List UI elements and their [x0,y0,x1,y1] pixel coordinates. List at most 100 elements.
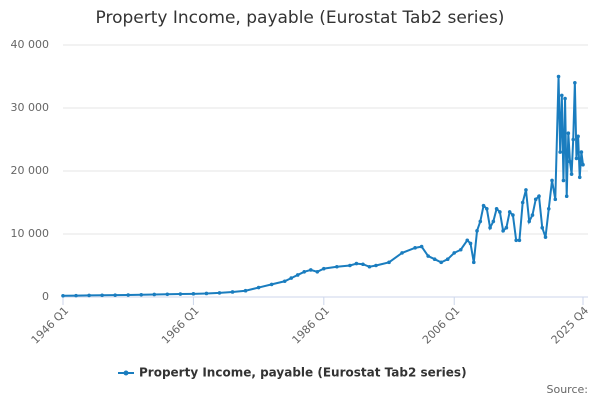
source: Source: [547,383,589,396]
point [563,96,567,101]
point [152,292,157,297]
point [514,238,518,243]
x-tick-label: 1946 Q1 [29,304,72,347]
point [488,225,492,230]
point [560,93,564,98]
point [577,175,582,180]
point [432,257,437,262]
point [400,251,404,255]
point [465,238,470,243]
point [315,270,320,274]
point [426,254,430,258]
point [501,229,505,233]
point [471,260,476,265]
point [494,207,499,211]
point [204,291,209,296]
point [579,150,584,154]
point [553,197,558,202]
point [354,261,359,266]
legend-item[interactable]: Property Income, payable (Eurostat Tab2 … [118,366,467,380]
point [217,291,222,295]
point [573,81,577,85]
point [527,219,532,224]
point [419,244,424,249]
point [282,279,287,284]
point [256,285,261,290]
point [191,292,196,296]
point [322,266,326,271]
point [564,194,569,198]
point [574,156,579,161]
point [558,150,562,154]
x-tick-label: 2006 Q1 [420,304,463,347]
point [543,235,548,239]
point [517,238,522,243]
point [361,262,365,267]
point [139,292,144,297]
point [439,260,443,265]
point [568,159,572,164]
point [452,251,457,255]
point [302,270,307,274]
point [511,213,515,217]
y-tick-label: 30 000 [11,101,50,114]
point [243,288,248,293]
point [445,257,450,262]
point [566,131,571,135]
y-tick-label: 40 000 [11,38,50,51]
point [556,74,561,79]
point [524,188,528,192]
point [475,229,479,233]
x-tick-label: 1986 Q1 [290,304,333,347]
x-tick-label: 2025 Q4 [549,304,592,347]
x-tick-label: 1966 Q1 [159,304,202,347]
point [491,219,496,224]
point [533,197,538,202]
point [165,292,170,297]
point [478,219,483,224]
point [530,213,535,217]
point [571,137,576,142]
point [87,293,91,298]
legend-marker [123,370,129,376]
y-tick-label: 0 [42,290,49,303]
point [413,246,417,250]
point [178,292,183,296]
y-tick-label: 10 000 [11,227,50,240]
series-line [62,76,584,297]
point [550,178,554,183]
point [230,290,235,294]
point [468,241,473,246]
point [581,162,585,167]
point [537,194,541,198]
point [61,293,65,298]
legend-label: Property Income, payable (Eurostat Tab2 … [139,366,467,380]
point [387,260,391,265]
point [498,210,502,214]
point [485,207,489,211]
point [576,134,580,139]
point [126,293,131,297]
point [367,264,372,269]
point [74,293,78,298]
point [520,200,525,205]
point [269,282,274,287]
point [569,172,574,176]
point [546,207,551,211]
y-tick-label: 20 000 [11,164,50,177]
point [308,268,313,272]
point [100,293,104,298]
point [481,203,486,208]
point [348,263,352,268]
point [561,178,566,183]
point [295,273,300,277]
point [540,225,545,230]
point [335,264,339,269]
point [504,225,509,230]
point [458,247,463,252]
point [507,210,512,214]
point [374,263,378,268]
point [113,293,117,297]
chart-title: Property Income, payable (Eurostat Tab2 … [96,8,505,28]
